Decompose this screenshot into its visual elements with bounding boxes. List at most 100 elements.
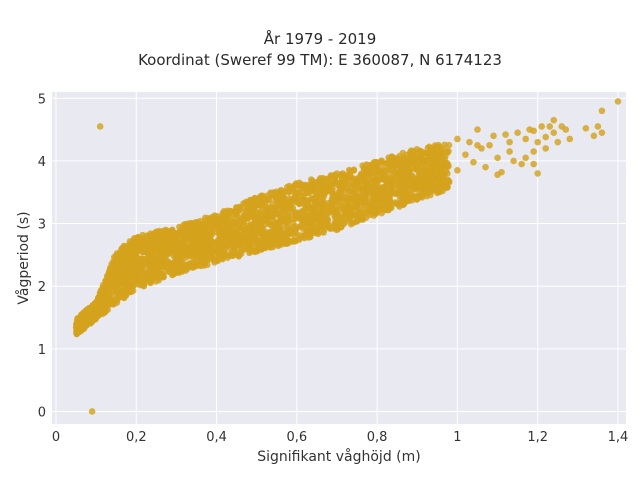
data-point <box>211 259 218 266</box>
data-point <box>392 190 399 197</box>
data-point <box>188 263 195 271</box>
data-point <box>454 135 461 143</box>
data-point <box>366 169 374 176</box>
data-point <box>269 212 276 219</box>
data-point <box>388 180 395 187</box>
data-point <box>358 170 365 177</box>
data-point <box>353 181 361 188</box>
data-point <box>514 129 521 137</box>
data-point <box>442 184 449 192</box>
data-point <box>75 320 83 327</box>
data-point <box>137 255 145 262</box>
data-point <box>518 160 525 168</box>
data-point <box>164 264 171 272</box>
data-point <box>148 243 155 251</box>
y-tick-label: 4 <box>38 155 46 170</box>
data-point <box>124 263 132 271</box>
data-point <box>400 201 407 208</box>
data-point <box>324 175 331 182</box>
data-point <box>291 238 298 245</box>
data-point <box>119 267 127 275</box>
data-point <box>216 247 223 254</box>
data-point <box>598 129 606 137</box>
data-point <box>421 171 429 178</box>
data-point <box>339 170 347 177</box>
x-axis-label: Signifikant våghöjd (m) <box>257 448 420 465</box>
data-point <box>191 227 199 235</box>
data-point <box>271 191 279 198</box>
data-point <box>168 260 176 267</box>
data-point <box>327 181 335 188</box>
data-point <box>276 233 283 240</box>
data-point <box>442 162 449 170</box>
data-point <box>377 204 385 212</box>
data-point <box>431 150 438 157</box>
data-point <box>276 240 283 247</box>
data-point <box>166 239 173 247</box>
x-tick-label: 1 <box>453 430 461 445</box>
data-point <box>413 194 421 202</box>
data-point <box>344 215 351 223</box>
data-point <box>466 138 473 146</box>
data-point <box>212 212 219 220</box>
data-point <box>108 266 116 274</box>
data-point <box>327 186 334 194</box>
data-point <box>147 277 154 284</box>
x-axis-ticks: 0 0,2 0,4 0,6 0,8 1 1,2 1,4 <box>52 430 628 445</box>
data-point <box>316 194 323 201</box>
data-point <box>160 232 167 240</box>
data-point <box>426 143 433 150</box>
data-point <box>437 169 444 177</box>
data-point <box>259 228 267 236</box>
x-tick-label: 1,4 <box>608 430 629 445</box>
data-point <box>391 168 399 176</box>
data-point <box>236 224 243 231</box>
data-point <box>346 171 354 179</box>
data-point <box>264 229 271 236</box>
y-tick-label: 0 <box>38 405 46 420</box>
y-tick-label: 5 <box>38 92 46 107</box>
data-point <box>100 306 107 313</box>
data-point <box>196 236 203 244</box>
data-point <box>398 192 405 199</box>
data-point <box>594 123 602 130</box>
data-point <box>431 161 438 168</box>
data-point <box>308 220 316 227</box>
data-point <box>372 188 379 196</box>
data-point <box>413 155 420 162</box>
data-point <box>263 217 270 225</box>
data-point <box>202 250 209 257</box>
y-tick-label: 3 <box>38 218 46 233</box>
data-point <box>380 183 387 191</box>
data-point <box>107 285 114 292</box>
data-point <box>293 182 300 190</box>
data-point <box>205 255 212 263</box>
data-point <box>93 303 100 310</box>
data-point <box>302 231 310 239</box>
data-point <box>202 239 210 246</box>
data-point <box>297 210 304 218</box>
data-point <box>298 181 305 189</box>
data-point <box>130 254 137 261</box>
data-point <box>219 239 226 246</box>
data-point <box>337 182 345 190</box>
data-point <box>241 235 248 242</box>
data-point <box>282 233 289 240</box>
x-tick-label: 0,4 <box>206 430 227 445</box>
data-point <box>164 250 172 258</box>
data-point <box>159 241 166 248</box>
data-point <box>301 197 308 204</box>
data-point <box>293 189 300 197</box>
data-point <box>506 148 513 155</box>
data-point <box>132 272 139 280</box>
data-point <box>435 141 442 149</box>
data-point <box>173 255 180 262</box>
data-point <box>338 216 345 224</box>
data-point <box>291 228 299 236</box>
data-point <box>400 163 408 170</box>
chart-title-line-2: Koordinat (Sweref 99 TM): E 360087, N 61… <box>138 51 502 69</box>
data-point <box>550 129 558 137</box>
data-point <box>364 161 372 169</box>
data-point <box>153 265 160 273</box>
